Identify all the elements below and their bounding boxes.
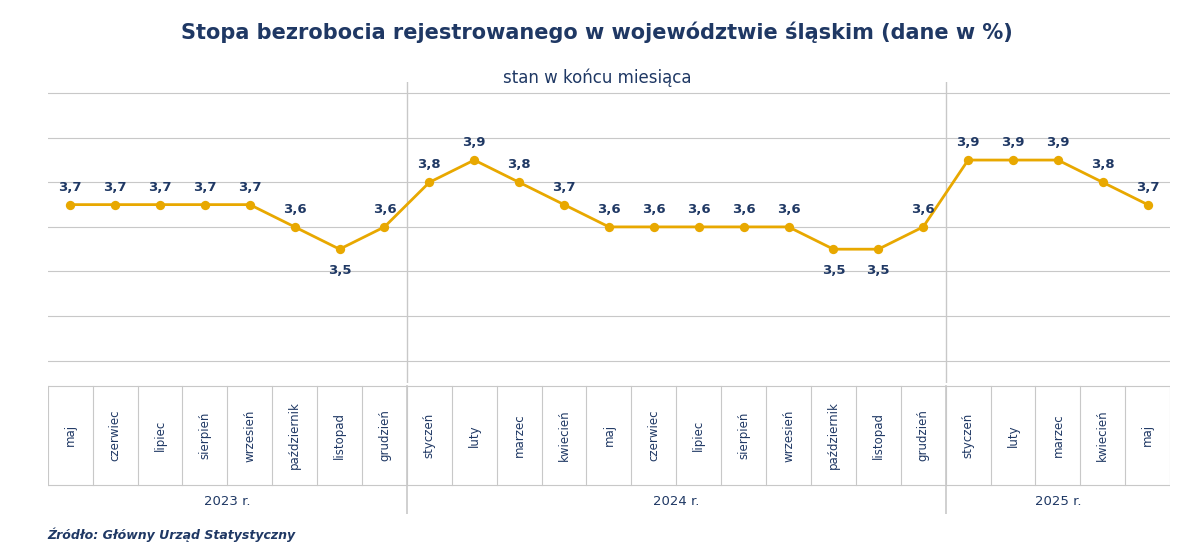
Point	[105, 200, 124, 209]
Text: 3,6: 3,6	[283, 203, 307, 216]
Text: grudzień: grudzień	[378, 410, 390, 461]
Text: Stopa bezrobocia rejestrowanego w województwie śląskim (dane w %): Stopa bezrobocia rejestrowanego w wojewó…	[181, 22, 1013, 43]
Point	[420, 178, 439, 187]
Text: 3,6: 3,6	[373, 203, 396, 216]
Text: Źródło: Główny Urząd Statystyczny: Źródło: Główny Urząd Statystyczny	[48, 527, 296, 542]
Point	[689, 223, 708, 231]
Text: lipiec: lipiec	[693, 420, 706, 451]
Text: 3,7: 3,7	[553, 181, 576, 194]
Text: 3,5: 3,5	[821, 264, 845, 277]
Point	[240, 200, 259, 209]
Text: czerwiec: czerwiec	[109, 410, 122, 461]
Text: 3,7: 3,7	[1135, 181, 1159, 194]
Point	[1138, 200, 1157, 209]
Point	[1003, 156, 1022, 165]
Text: listopad: listopad	[872, 412, 885, 459]
Text: 3,7: 3,7	[59, 181, 82, 194]
Point	[554, 200, 573, 209]
Text: 2025 r.: 2025 r.	[1035, 494, 1081, 508]
Text: 3,6: 3,6	[777, 203, 800, 216]
Text: 2024 r.: 2024 r.	[653, 494, 700, 508]
Point	[150, 200, 170, 209]
Text: październik: październik	[288, 401, 301, 469]
Text: 3,7: 3,7	[148, 181, 172, 194]
Point	[778, 223, 798, 231]
Point	[734, 223, 753, 231]
Point	[1094, 178, 1113, 187]
Point	[959, 156, 978, 165]
Text: styczeń: styczeń	[423, 413, 436, 458]
Text: 3,8: 3,8	[507, 158, 531, 171]
Point	[645, 223, 664, 231]
Text: kwiecień: kwiecień	[558, 410, 571, 461]
Text: sierpień: sierpień	[737, 412, 750, 459]
Text: 3,6: 3,6	[911, 203, 935, 216]
Text: 3,9: 3,9	[1002, 136, 1024, 149]
Text: sierpień: sierpień	[198, 412, 211, 459]
Text: 3,6: 3,6	[642, 203, 665, 216]
Text: luty: luty	[468, 424, 481, 447]
Text: stan w końcu miesiąca: stan w końcu miesiąca	[503, 68, 691, 87]
Text: 3,9: 3,9	[462, 136, 486, 149]
Text: maj: maj	[63, 424, 76, 446]
Text: kwiecień: kwiecień	[1096, 410, 1109, 461]
Text: 3,7: 3,7	[193, 181, 216, 194]
Text: marzec: marzec	[512, 414, 525, 457]
Text: marzec: marzec	[1052, 414, 1064, 457]
Point	[375, 223, 394, 231]
Point	[464, 156, 484, 165]
Text: lipiec: lipiec	[154, 420, 166, 451]
Text: 3,5: 3,5	[867, 264, 890, 277]
Point	[330, 245, 349, 254]
Point	[599, 223, 618, 231]
Text: 3,9: 3,9	[1046, 136, 1070, 149]
Point	[869, 245, 888, 254]
Point	[913, 223, 933, 231]
Text: luty: luty	[1007, 424, 1020, 447]
Text: listopad: listopad	[333, 412, 346, 459]
Text: wrzesień: wrzesień	[782, 409, 795, 462]
Text: 3,7: 3,7	[238, 181, 261, 194]
Text: maj: maj	[603, 424, 615, 446]
Text: 3,5: 3,5	[328, 264, 351, 277]
Text: 3,6: 3,6	[597, 203, 621, 216]
Text: wrzesień: wrzesień	[244, 409, 257, 462]
Text: 3,9: 3,9	[956, 136, 980, 149]
Text: styczeń: styczeń	[961, 413, 974, 458]
Point	[510, 178, 529, 187]
Text: maj: maj	[1141, 424, 1155, 446]
Text: 3,8: 3,8	[1091, 158, 1114, 171]
Point	[824, 245, 843, 254]
Text: grudzień: grudzień	[917, 410, 930, 461]
Text: 2023 r.: 2023 r.	[204, 494, 251, 508]
Text: 3,8: 3,8	[418, 158, 441, 171]
Text: 3,6: 3,6	[687, 203, 710, 216]
Text: 3,6: 3,6	[732, 203, 756, 216]
Text: październik: październik	[827, 401, 839, 469]
Text: 3,7: 3,7	[104, 181, 127, 194]
Point	[285, 223, 304, 231]
Point	[61, 200, 80, 209]
Point	[196, 200, 215, 209]
Text: czerwiec: czerwiec	[647, 410, 660, 461]
Point	[1048, 156, 1067, 165]
